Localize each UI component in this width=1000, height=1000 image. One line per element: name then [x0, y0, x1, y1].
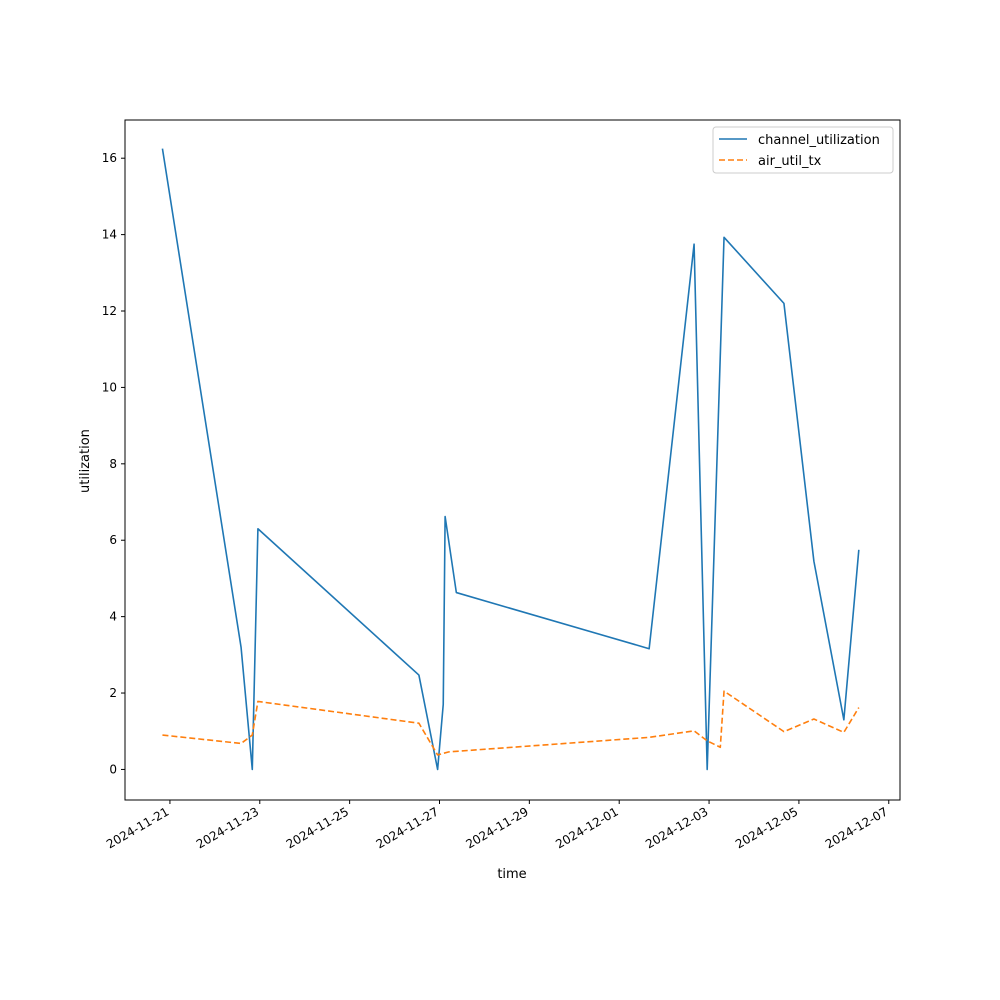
x-tick-label: 2024-12-01: [553, 804, 620, 851]
y-tick-label: 4: [109, 610, 117, 624]
x-tick-label: 2024-11-25: [284, 804, 351, 851]
series-layer: [161, 148, 860, 771]
legend-box: [712, 126, 894, 174]
x-tick-label: 2024-11-27: [374, 804, 441, 851]
y-tick-label: 14: [102, 228, 117, 242]
y-tick-label: 6: [109, 533, 117, 547]
y-tick-label: 0: [109, 762, 117, 776]
y-axis: 0 2 4 6 8 10 12 14 16: [102, 151, 125, 776]
x-tick-label: 2024-11-29: [463, 804, 530, 851]
x-tick-label: 2024-11-21: [104, 804, 171, 851]
legend: channel_utilization air_util_tx: [712, 126, 894, 174]
y-tick-label: 16: [102, 151, 117, 165]
plot-area: [125, 120, 900, 800]
y-axis-label: utilization: [78, 429, 93, 493]
legend-label-air_util_tx: air_util_tx: [758, 154, 822, 169]
x-axis-label: time: [497, 867, 526, 882]
plot-frame: [124, 119, 901, 801]
x-tick-label: 2024-12-05: [733, 804, 800, 851]
x-axis: 2024-11-21 2024-11-23 2024-11-25 2024-11-27…: [104, 800, 890, 851]
x-tick-label: 2024-12-03: [643, 804, 710, 851]
x-tick-label: 2024-11-23: [194, 804, 261, 851]
series-line-air_util_tx: [162, 690, 860, 756]
y-tick-label: 2: [109, 686, 117, 700]
legend-label-channel_utilization: channel_utilization: [758, 133, 880, 148]
series-line-channel_utilization: [161, 148, 860, 771]
x-tick-label: 2024-12-07: [823, 804, 890, 851]
y-tick-label: 12: [102, 304, 117, 318]
y-tick-label: 8: [109, 457, 117, 471]
y-tick-label: 10: [102, 380, 117, 394]
